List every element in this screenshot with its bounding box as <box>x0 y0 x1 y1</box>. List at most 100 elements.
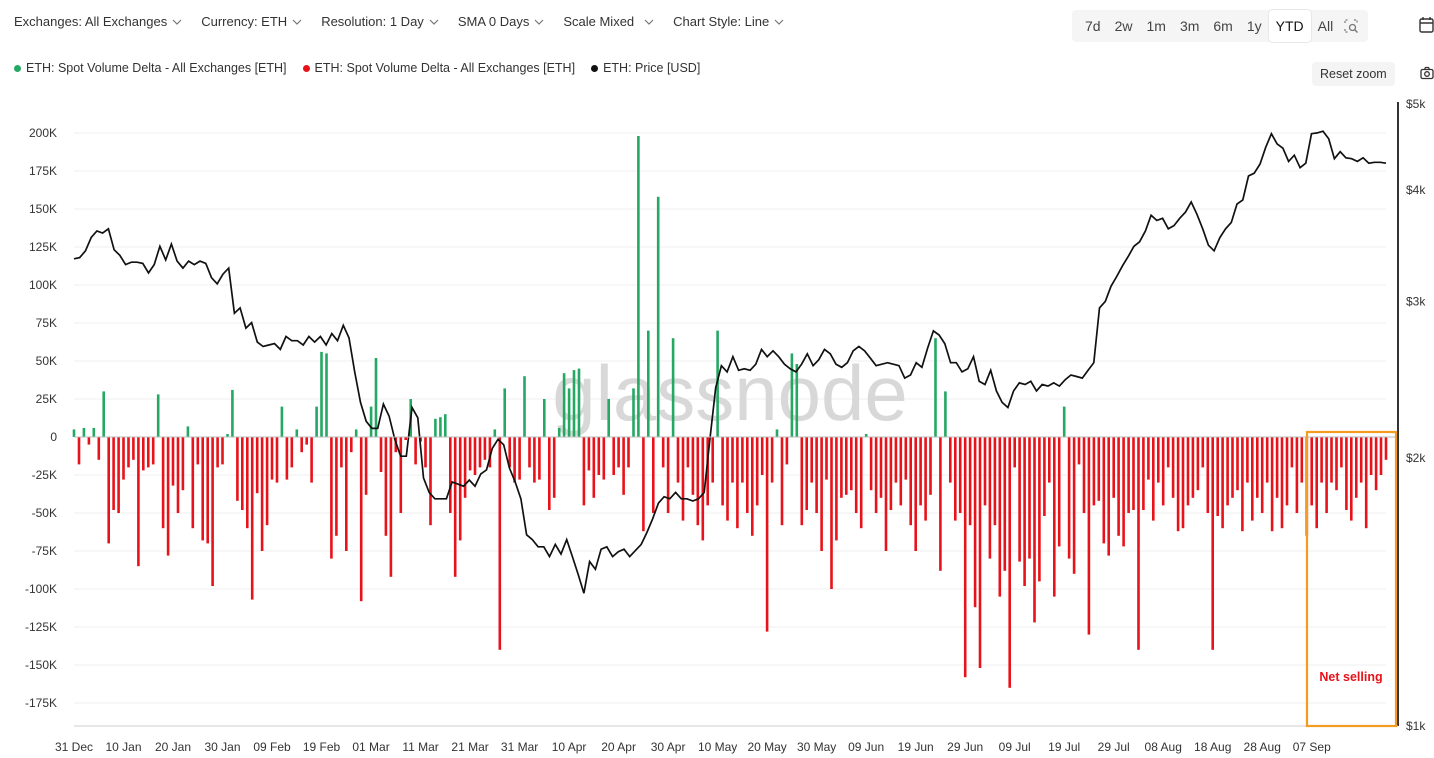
volume-delta-bar <box>246 437 249 529</box>
volume-delta-bar <box>701 437 705 541</box>
volume-delta-bar <box>899 437 903 506</box>
volume-delta-bar <box>790 353 794 437</box>
sma-dropdown[interactable]: SMA 0 Days <box>458 14 545 29</box>
range-7d[interactable]: 7d <box>1085 18 1101 34</box>
volume-delta-bar <box>854 437 858 513</box>
chevron-down-icon <box>644 19 654 25</box>
legend-item-positive-delta[interactable]: ETH: Spot Volume Delta - All Exchanges [… <box>14 61 287 75</box>
volume-delta-bar <box>176 437 180 513</box>
x-tick: 31 Mar <box>501 740 538 754</box>
volume-delta-bar <box>315 406 318 437</box>
volume-delta-bar <box>181 437 185 491</box>
volume-delta-bars <box>72 136 1388 688</box>
y-left-tick: -100K <box>25 582 57 596</box>
x-tick: 20 Apr <box>601 740 636 754</box>
x-tick: 10 Jan <box>105 740 141 754</box>
volume-delta-bar <box>666 437 670 513</box>
volume-delta-bar <box>345 437 348 551</box>
volume-delta-bar <box>132 437 135 460</box>
x-tick: 29 Jun <box>947 740 983 754</box>
range-ytd[interactable]: YTD <box>1268 10 1311 42</box>
volume-delta-bar <box>859 437 863 529</box>
volume-delta-bar <box>305 437 308 445</box>
volume-delta-bar <box>562 373 566 437</box>
volume-delta-bar <box>503 388 506 437</box>
volume-delta-bar <box>1221 437 1224 529</box>
volume-delta-bar <box>894 437 898 483</box>
scale-label: Scale Mixed <box>563 14 635 29</box>
y-left-tick: 0 <box>50 430 57 444</box>
volume-delta-bar <box>1137 437 1140 650</box>
volume-delta-bar <box>1023 437 1026 586</box>
y-right-tick: $5k <box>1406 97 1426 111</box>
volume-delta-bar <box>820 437 823 551</box>
volume-delta-bar <box>1320 437 1323 483</box>
camera-icon[interactable] <box>1420 66 1434 80</box>
resolution-dropdown[interactable]: Resolution: 1 Day <box>321 14 439 29</box>
volume-delta-bar <box>780 437 784 526</box>
legend-item-negative-delta[interactable]: ETH: Spot Volume Delta - All Exchanges [… <box>302 61 575 75</box>
chevron-down-icon <box>429 19 439 25</box>
volume-delta-bar <box>330 437 333 559</box>
volume-delta-bar <box>1270 437 1274 532</box>
volume-delta-bar <box>652 437 655 513</box>
volume-delta-bar <box>988 437 992 559</box>
range-1m[interactable]: 1m <box>1146 18 1166 34</box>
volume-delta-bar <box>1038 437 1041 582</box>
volume-delta-bar <box>1127 437 1130 513</box>
volume-delta-bar <box>869 437 873 491</box>
y-left-tick: -50K <box>32 506 57 520</box>
volume-delta-bar <box>785 437 789 465</box>
range-2w[interactable]: 2w <box>1114 18 1133 34</box>
volume-delta-bar <box>147 437 150 468</box>
volume-delta-bar <box>1310 437 1313 506</box>
volume-delta-bar <box>92 427 96 437</box>
x-tick: 21 Mar <box>451 740 488 754</box>
volume-delta-bar <box>1191 437 1195 498</box>
volume-delta-bar <box>632 388 635 437</box>
volume-delta-bar <box>1335 437 1338 491</box>
x-tick: 30 Apr <box>651 740 686 754</box>
volume-delta-bar <box>617 437 620 468</box>
volume-delta-bar <box>1132 437 1135 510</box>
scale-dropdown[interactable]: Scale Mixed <box>563 14 654 29</box>
legend-label: ETH: Spot Volume Delta - All Exchanges [… <box>26 61 287 75</box>
volume-delta-bar <box>369 406 373 437</box>
volume-delta-bar <box>800 437 804 526</box>
range-all[interactable]: All <box>1317 18 1334 34</box>
volume-delta-bar <box>468 437 472 471</box>
zoom-search-icon[interactable] <box>1340 10 1362 42</box>
legend-dot-black <box>591 64 599 72</box>
price-line <box>73 130 1387 594</box>
volume-delta-bar <box>647 330 650 437</box>
volume-delta-bar <box>260 437 264 551</box>
volume-delta-bar <box>439 417 442 437</box>
volume-delta-bar <box>934 338 937 437</box>
currency-dropdown[interactable]: Currency: ETH <box>201 14 302 29</box>
exchanges-dropdown[interactable]: Exchanges: All Exchanges <box>14 14 182 29</box>
volume-delta-bar <box>716 330 719 437</box>
volume-delta-bar <box>587 437 591 471</box>
volume-delta-bar <box>1359 437 1363 483</box>
chart-style-dropdown[interactable]: Chart Style: Line <box>673 14 784 29</box>
reset-zoom-button[interactable]: Reset zoom <box>1312 62 1395 86</box>
legend-item-price[interactable]: ETH: Price [USD] <box>591 61 700 75</box>
volume-delta-bar <box>1315 437 1318 529</box>
volume-delta-bar <box>1374 437 1378 491</box>
volume-delta-bar <box>87 437 91 445</box>
volume-delta-bar <box>840 437 843 498</box>
range-6m[interactable]: 6m <box>1213 18 1233 34</box>
volume-delta-bar <box>874 437 878 513</box>
calendar-icon[interactable] <box>1419 16 1434 34</box>
range-3m[interactable]: 3m <box>1179 18 1200 34</box>
y-left-tick: 150K <box>29 202 57 216</box>
volume-delta-bar <box>1157 437 1160 483</box>
volume-delta-bar <box>1077 437 1081 465</box>
volume-delta-bar <box>112 437 115 510</box>
x-tick: 18 Aug <box>1194 740 1231 754</box>
volume-delta-bar <box>1107 437 1110 556</box>
volume-delta-bar <box>825 437 828 480</box>
volume-delta-bar <box>642 437 645 532</box>
x-tick: 09 Feb <box>253 740 291 754</box>
range-1y[interactable]: 1y <box>1246 18 1262 34</box>
